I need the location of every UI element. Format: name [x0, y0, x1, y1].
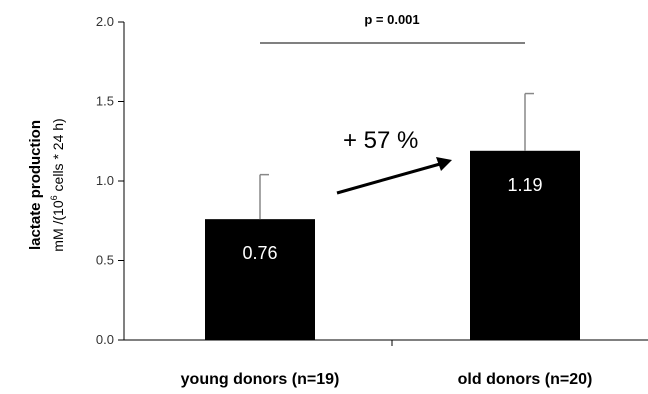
y-tick-label: 0.0	[96, 332, 114, 347]
bar	[205, 219, 315, 340]
x-category-label: young donors (n=19)	[181, 371, 340, 388]
error-bars	[259, 92, 534, 220]
bars: 0.76 1.19	[205, 150, 580, 340]
y-axis-unit-prefix: mM /(10	[50, 200, 66, 252]
y-tick-label: 1.0	[96, 173, 114, 188]
increase-arrow-head	[436, 157, 452, 171]
bar-value-label: 0.76	[242, 243, 277, 263]
y-axis-ticks: 0.0 0.5 1.0 1.5 2.0	[96, 14, 124, 347]
bar	[470, 150, 580, 340]
y-axis-title-line2: mM /(106 cells * 24 h)	[49, 118, 66, 251]
x-category-label: old donors (n=20)	[458, 371, 593, 388]
y-axis-title: lactate production mM /(106 cells * 24 h…	[27, 118, 66, 251]
y-axis-title-line1: lactate production	[27, 120, 44, 250]
bar-value-label: 1.19	[507, 175, 542, 195]
y-axis-unit-superscript: 6	[49, 195, 59, 200]
y-tick-label: 2.0	[96, 14, 114, 29]
y-axis-unit-suffix: cells * 24 h)	[50, 118, 66, 195]
y-tick-label: 0.5	[96, 253, 114, 268]
increase-label: + 57 %	[343, 127, 418, 154]
significance-label: p = 0.001	[364, 12, 419, 27]
category-labels: young donors (n=19) old donors (n=20)	[181, 371, 593, 388]
increase-arrow-shaft	[336, 162, 441, 195]
y-tick-label: 1.5	[96, 94, 114, 109]
